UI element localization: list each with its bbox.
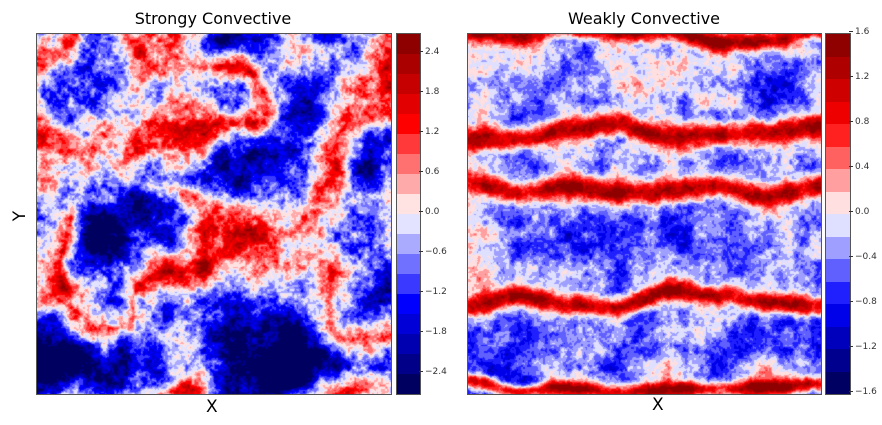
colorbar-tick-label: −0.6 <box>419 247 447 257</box>
colorbar-tick-label: −1.6 <box>849 387 877 397</box>
colorbar-band <box>397 74 420 94</box>
left-y-axis-label: Y <box>10 210 31 222</box>
right-panel-title: Weakly Convective <box>567 9 721 28</box>
colorbar-band <box>397 194 420 214</box>
colorbar-tick-label: 1.6 <box>849 27 869 37</box>
colorbar-tick-label: −1.2 <box>849 342 877 352</box>
colorbar-band <box>397 314 420 334</box>
colorbar-band <box>397 374 420 394</box>
left-panel-title: Strongy Convective <box>134 9 292 28</box>
colorbar-tick-label: 0.0 <box>419 207 439 217</box>
colorbar-band <box>826 214 850 237</box>
colorbar-band <box>397 354 420 374</box>
colorbar-tick-label: 2.4 <box>419 47 439 57</box>
right-colorbar <box>825 33 851 395</box>
colorbar-band <box>826 191 850 214</box>
right-x-axis-label: X <box>652 395 664 415</box>
colorbar-band <box>397 114 420 134</box>
colorbar-tick-label: −1.8 <box>419 327 447 337</box>
colorbar-band <box>397 254 420 274</box>
colorbar-tick-label: 0.0 <box>849 207 869 217</box>
colorbar-band <box>826 259 850 282</box>
colorbar-band <box>397 54 420 74</box>
strong-convective-heatmap <box>36 33 392 395</box>
colorbar-band <box>397 334 420 354</box>
colorbar-band <box>826 169 850 192</box>
colorbar-band <box>826 79 850 102</box>
colorbar-band <box>826 34 850 57</box>
weak-convective-heatmap <box>467 33 822 395</box>
colorbar-band <box>826 371 850 394</box>
colorbar-tick-label: 1.2 <box>419 127 439 137</box>
colorbar-band <box>397 134 420 154</box>
colorbar-band <box>397 34 420 54</box>
colorbar-band <box>826 236 850 259</box>
colorbar-tick-label: −0.8 <box>849 297 877 307</box>
colorbar-tick-label: 1.8 <box>419 87 439 97</box>
colorbar-band <box>826 146 850 169</box>
colorbar-band <box>397 274 420 294</box>
colorbar-band <box>397 234 420 254</box>
left-x-axis-label: X <box>206 397 218 417</box>
colorbar-band <box>826 326 850 349</box>
colorbar-tick-label: −1.2 <box>419 287 447 297</box>
colorbar-tick-label: 1.2 <box>849 72 869 82</box>
colorbar-tick-label: −2.4 <box>419 367 447 377</box>
colorbar-band <box>397 294 420 314</box>
colorbar-tick-label: 0.8 <box>849 117 869 127</box>
colorbar-band <box>397 94 420 114</box>
colorbar-band <box>826 304 850 327</box>
colorbar-band <box>826 349 850 372</box>
colorbar-band <box>826 124 850 147</box>
colorbar-band <box>397 214 420 234</box>
left-colorbar <box>396 33 421 395</box>
colorbar-band <box>397 174 420 194</box>
colorbar-band <box>826 101 850 124</box>
colorbar-tick-label: 0.6 <box>419 167 439 177</box>
colorbar-band <box>826 281 850 304</box>
colorbar-band <box>397 154 420 174</box>
colorbar-tick-label: −0.4 <box>849 252 877 262</box>
colorbar-tick-label: 0.4 <box>849 162 869 172</box>
colorbar-band <box>826 56 850 79</box>
